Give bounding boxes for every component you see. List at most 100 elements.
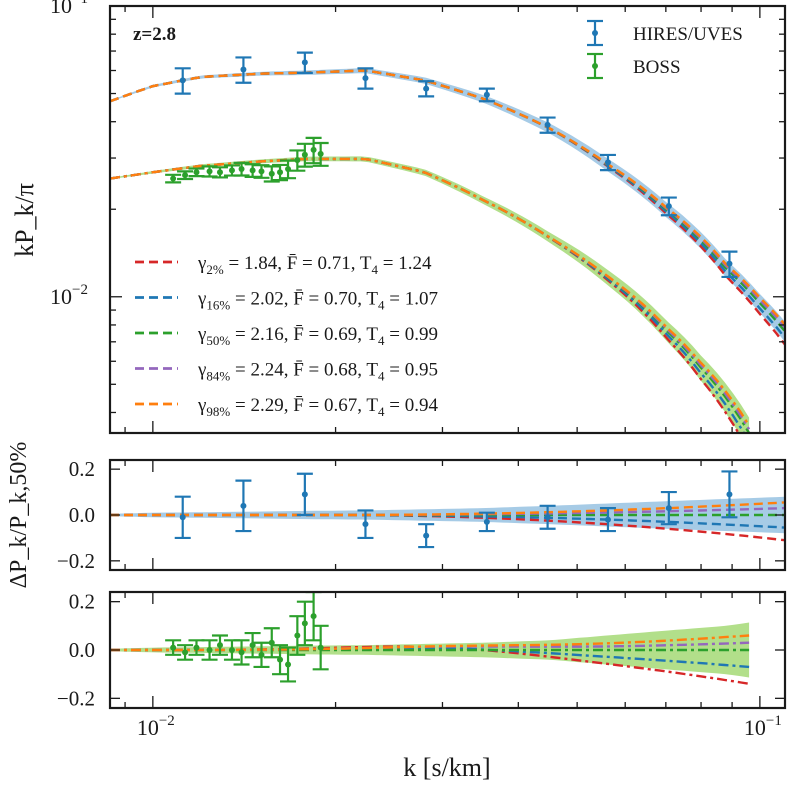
boss-point xyxy=(312,141,329,167)
boss-ratio-point-marker xyxy=(170,644,177,651)
boss-point-marker xyxy=(216,169,223,176)
boss-point xyxy=(177,170,194,181)
hires-ratio-point-marker xyxy=(604,516,611,523)
hires-point-marker xyxy=(604,159,611,166)
boss-point xyxy=(296,142,313,168)
hires-point xyxy=(660,196,677,217)
boss-point-marker xyxy=(228,167,235,174)
hires-ratio-point xyxy=(357,509,374,540)
hires-ratio-point xyxy=(418,523,435,549)
boss-point xyxy=(223,164,240,177)
top-panel-plot xyxy=(110,51,785,433)
boss-point xyxy=(305,136,322,165)
ratio-y-tick-label: −0.2 xyxy=(57,549,95,573)
boss-point-marker xyxy=(170,175,177,182)
top-panel-x-ticks xyxy=(124,6,761,433)
hires-ratio-point-marker xyxy=(240,502,247,509)
top-panel-y-ticks xyxy=(110,5,785,414)
boss-point-marker xyxy=(294,157,301,164)
ratio-y-tick-label: 0.0 xyxy=(69,503,95,527)
boss-ratio-point-marker xyxy=(317,644,324,651)
hires-point xyxy=(296,51,313,74)
boss-point xyxy=(263,165,280,183)
model-legend-label: γ16% = 2.02, F̄ = 0.70, T4 = 1.07 xyxy=(197,289,438,313)
ratio-panel-1-x-ticks xyxy=(124,592,761,708)
hires-ratio-point-marker xyxy=(483,518,490,525)
boss-ratio-point-marker xyxy=(310,613,317,620)
hires-point xyxy=(539,116,556,134)
ratio-y-axis-label: ΔP_k/P_k,50% xyxy=(6,442,32,589)
ratio-y-tick-label: 0.2 xyxy=(69,457,95,481)
hires-point-marker xyxy=(179,77,186,84)
hires-model-curve-green xyxy=(110,69,785,333)
hires-point xyxy=(357,67,374,90)
top-panel-frame xyxy=(108,4,787,435)
boss-point-marker xyxy=(277,169,284,176)
hires-point-marker xyxy=(544,121,551,128)
boss-point-marker xyxy=(317,150,324,157)
hires-ratio-point xyxy=(660,490,677,526)
top-y-tick-label: 10−1 xyxy=(50,0,88,18)
boss-ratio-point-marker xyxy=(238,649,245,656)
ratio-y-tick-label: 0.0 xyxy=(69,638,95,662)
boss-ratio-point-marker xyxy=(182,649,189,656)
boss-point xyxy=(165,173,182,184)
boss-ratio-point xyxy=(233,639,250,666)
boss-point xyxy=(272,163,289,182)
boss-ratio-point-marker xyxy=(294,632,301,639)
boss-point-marker xyxy=(258,168,265,175)
hires-point-marker xyxy=(483,91,490,98)
hires-ratio-point-marker xyxy=(544,514,551,521)
hires-model-curve-orange xyxy=(110,69,785,326)
redshift-annotation: z=2.8 xyxy=(133,24,176,45)
hires-ratio-curve-orange xyxy=(110,501,785,517)
boss-ratio-point-marker xyxy=(258,651,265,658)
hires-ratio-point-marker xyxy=(179,514,186,521)
legend-label: BOSS xyxy=(633,57,681,78)
boss-ratio-point xyxy=(305,592,322,642)
hires-point xyxy=(721,250,738,279)
x-tick-label: 10−2 xyxy=(137,713,175,740)
x-axis-label: k [s/km] xyxy=(403,753,490,782)
legend-marker-marker xyxy=(592,63,598,69)
boss-point-marker xyxy=(193,169,200,176)
boss-ratio-plot xyxy=(110,592,750,685)
model-legend-label: γ98% = 2.29, F̄ = 0.67, T4 = 0.94 xyxy=(197,395,439,419)
hires-ratio-point xyxy=(235,479,252,533)
hires-ratio-point-marker xyxy=(665,505,672,512)
hires-ratio-point xyxy=(599,507,616,533)
boss-ratio-point-marker xyxy=(228,647,235,653)
boss-point-marker xyxy=(249,167,256,174)
model-legend-label: γ2% = 1.84, F̄ = 0.71, T4 = 1.24 xyxy=(197,253,432,277)
hires-ratio-point-marker xyxy=(726,491,733,498)
boss-ratio-point-marker xyxy=(277,656,284,663)
boss-ratio-point xyxy=(211,634,228,656)
hires-ratio-point-marker xyxy=(301,491,308,498)
hires-ratio-point xyxy=(174,495,191,540)
hires-point-marker xyxy=(240,66,247,73)
boss-point xyxy=(253,164,270,179)
boss-ratio-point xyxy=(253,641,270,669)
hires-ratio-point xyxy=(721,470,738,519)
boss-point-marker xyxy=(206,168,213,175)
boss-ratio-point xyxy=(223,639,240,661)
boss-point-marker xyxy=(182,172,189,179)
hires-point-marker xyxy=(665,203,672,210)
legend-marker-marker xyxy=(592,30,598,36)
boss-point-marker xyxy=(268,170,275,177)
hires-ratio-point-marker xyxy=(423,532,430,539)
hires-point-marker xyxy=(423,85,430,92)
hires-point-marker xyxy=(362,75,369,82)
boss-point xyxy=(188,167,205,178)
hires-point xyxy=(418,80,435,98)
hires-ratio-point xyxy=(539,504,556,530)
boss-point-marker xyxy=(301,151,308,158)
ratio-y-tick-label: −0.2 xyxy=(57,686,95,710)
model-legend-label: γ84% = 2.24, F̄ = 0.68, T4 = 0.95 xyxy=(197,360,438,384)
boss-ratio-point xyxy=(280,646,297,683)
top-y-axis-label: kP_k/π xyxy=(10,183,39,257)
boss-ratio-point-marker xyxy=(285,661,292,668)
boss-ratio-point-marker xyxy=(216,642,223,649)
boss-ratio-point xyxy=(177,644,194,661)
